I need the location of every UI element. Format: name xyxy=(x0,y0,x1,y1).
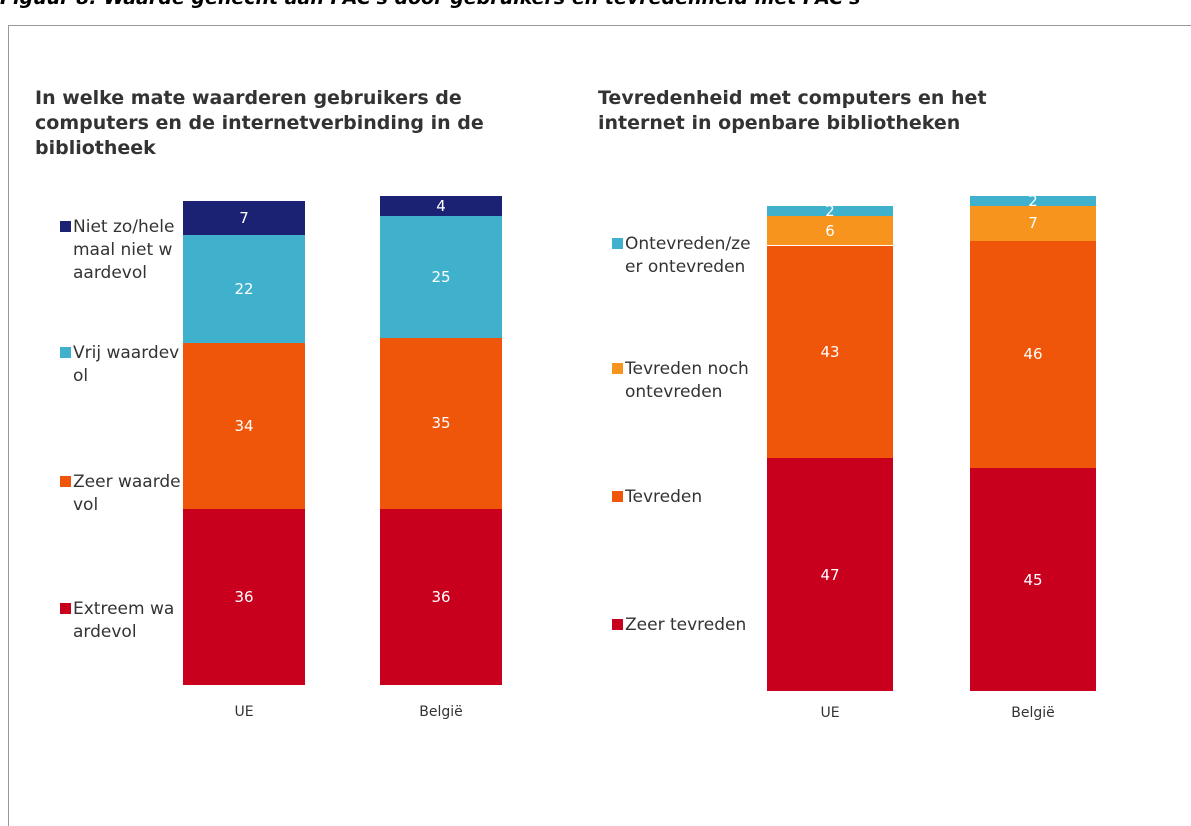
legend-item: Zeer waardevol xyxy=(60,471,182,517)
chart-title: Tevredenheid met computers en het intern… xyxy=(598,87,987,134)
value-label: 35 xyxy=(431,414,451,433)
value-label: 47 xyxy=(820,565,840,584)
legend-label: Ontevreden/zeer ontevreden xyxy=(625,234,751,277)
legend-item: Vrij waardevol xyxy=(60,342,182,388)
legend-swatch xyxy=(612,238,623,249)
value-label: 7 xyxy=(1028,214,1038,233)
bar-segment xyxy=(767,245,893,459)
bar-segment xyxy=(970,196,1096,206)
legend-swatch xyxy=(612,363,623,374)
legend-label: Extreem waardevol xyxy=(73,599,175,642)
bar-segment xyxy=(183,508,305,685)
frame xyxy=(8,25,1191,826)
page-title: Figuur 8: Waarde gehecht aan PAC's door … xyxy=(0,0,860,9)
legend-label: Vrij waardevol xyxy=(73,343,180,386)
value-label: 45 xyxy=(1023,570,1043,589)
bar-segment xyxy=(380,337,502,509)
bar-segment xyxy=(183,342,305,509)
bar-segment xyxy=(183,235,305,343)
value-label: 7 xyxy=(239,209,249,227)
value-label: 36 xyxy=(431,587,451,606)
legend-swatch xyxy=(612,619,623,630)
legend-label: Tevreden xyxy=(625,487,703,507)
legend-item: Tevreden noch ontevreden xyxy=(612,358,752,404)
legend-item: Zeer tevreden xyxy=(612,614,752,637)
legend-label: Zeer tevreden xyxy=(625,615,747,635)
value-label: 43 xyxy=(820,342,840,361)
value-label: 2 xyxy=(1028,191,1038,210)
legend-swatch xyxy=(60,221,71,232)
legend-swatch xyxy=(612,491,623,502)
bar-segment xyxy=(970,205,1096,241)
value-label: 25 xyxy=(431,267,451,286)
legend-swatch xyxy=(60,476,71,487)
x-tick-label: UE xyxy=(234,704,254,720)
legend-label: Niet zo/helemaal niet waardevol xyxy=(73,217,175,283)
x-tick-label: België xyxy=(1011,705,1055,721)
value-label: 46 xyxy=(1023,345,1043,364)
bar-segment xyxy=(380,215,502,338)
bar-segment xyxy=(183,200,305,236)
bar-segment xyxy=(380,508,502,685)
bar-segment xyxy=(970,240,1096,469)
bar-segment xyxy=(767,458,893,691)
value-label: 36 xyxy=(234,587,254,606)
bar-segment xyxy=(767,215,893,246)
legend-label: Tevreden noch ontevreden xyxy=(625,359,749,402)
x-tick-label: UE xyxy=(820,705,840,721)
legend-item: Extreem waardevol xyxy=(60,598,182,644)
value-label: 34 xyxy=(234,416,254,435)
x-tick-label: België xyxy=(419,704,463,720)
bar-segment xyxy=(767,205,893,216)
value-label: 2 xyxy=(825,201,835,220)
value-label: 6 xyxy=(825,221,835,240)
value-label: 4 xyxy=(436,196,446,215)
value-label: 22 xyxy=(234,279,254,298)
chart-title: In welke mate waarderen gebruikers de co… xyxy=(35,87,484,159)
legend-item: Ontevreden/zeer ontevreden xyxy=(612,233,752,279)
legend-swatch xyxy=(60,347,71,358)
legend-label: Zeer waardevol xyxy=(73,472,181,515)
bar-segment xyxy=(970,468,1096,691)
legend-swatch xyxy=(60,603,71,614)
legend-item: Tevreden xyxy=(612,486,752,509)
legend-item: Niet zo/helemaal niet waardevol xyxy=(60,216,182,285)
bar-segment xyxy=(380,196,502,216)
